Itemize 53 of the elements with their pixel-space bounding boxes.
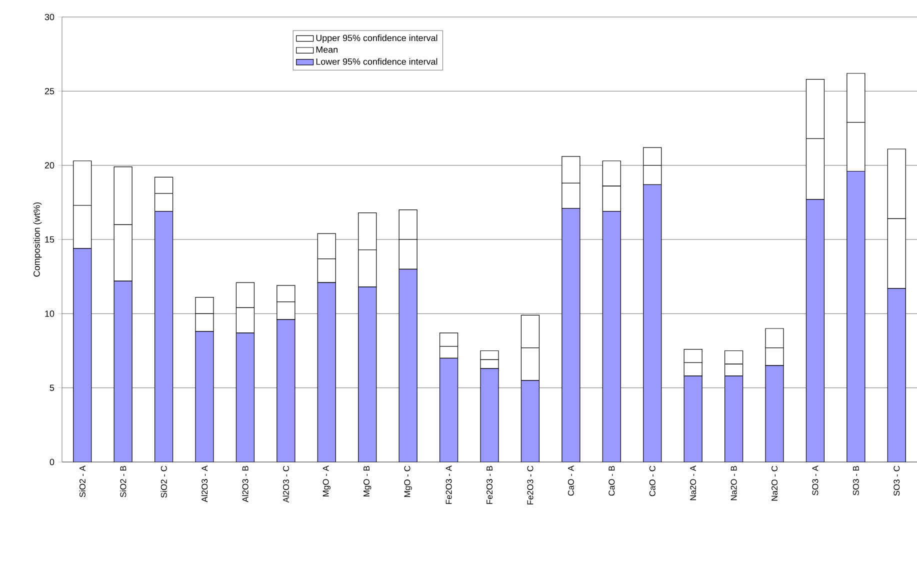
x-tick-label: MgO - B <box>364 466 372 496</box>
bar <box>317 282 336 462</box>
y-tick-label: 25 <box>44 88 54 94</box>
bar <box>195 331 214 462</box>
bar <box>846 170 866 462</box>
x-tick-label: MgO - A <box>322 466 330 496</box>
bar <box>439 358 458 462</box>
legend-label: Lower 95% confidence interval <box>316 58 438 65</box>
bar <box>684 376 702 462</box>
legend-label: Mean <box>316 46 338 53</box>
x-tick-label: Na2O - B <box>730 466 737 500</box>
x-tick-label: SiO2 - C <box>160 466 167 498</box>
x-tick-label: Al2O3 - C <box>282 466 290 503</box>
x-tick-label: CaO - A <box>568 466 574 496</box>
x-tick-label: Al2O3 - B <box>242 466 248 502</box>
y-tick-label: 30 <box>44 14 54 20</box>
x-tick-label: SiO2 - A <box>79 466 86 498</box>
y-tick-label: 20 <box>44 162 54 169</box>
bar <box>520 380 540 462</box>
y-tick-label: 15 <box>45 236 54 243</box>
x-tick-label: Fe2O3 - C <box>527 466 534 504</box>
x-tick-label: Fe2O3 - A <box>446 466 452 504</box>
bar <box>236 332 255 462</box>
x-tick-label: SiO2 - B <box>120 466 126 498</box>
x-tick-label: CaO - C <box>649 466 656 496</box>
bar <box>358 286 377 462</box>
legend-label: Upper 95% confidence interval <box>316 34 438 43</box>
x-tick-label: SO3 - A <box>812 466 818 496</box>
x-tick-label: SO3 - C <box>894 466 900 496</box>
y-tick-label: 0 <box>50 458 54 466</box>
bar <box>562 208 580 462</box>
bar <box>765 365 784 462</box>
x-tick-label: Al2O3 - A <box>201 466 208 502</box>
bar <box>398 268 418 462</box>
bar <box>602 211 621 462</box>
bar <box>154 211 174 462</box>
y-tick-label: 10 <box>45 310 54 317</box>
y-axis-title: Composition (wt%) <box>33 202 42 277</box>
bar <box>887 288 906 462</box>
x-tick-label: Na2O - C <box>772 466 778 501</box>
bar <box>643 184 662 462</box>
x-tick-label: Na2O - A <box>690 466 696 500</box>
x-tick-label: Fe2O3 - B <box>486 466 492 504</box>
bar <box>73 248 92 462</box>
bar <box>114 280 132 462</box>
bar <box>480 368 499 462</box>
bar <box>724 376 744 462</box>
y-tick-label: 5 <box>50 384 54 391</box>
bar <box>806 199 825 462</box>
bar <box>276 319 296 462</box>
x-tick-label: SO3 - B <box>852 466 859 496</box>
x-tick-label: CaO - B <box>608 466 615 496</box>
x-tick-label: MgO - C <box>404 466 412 497</box>
